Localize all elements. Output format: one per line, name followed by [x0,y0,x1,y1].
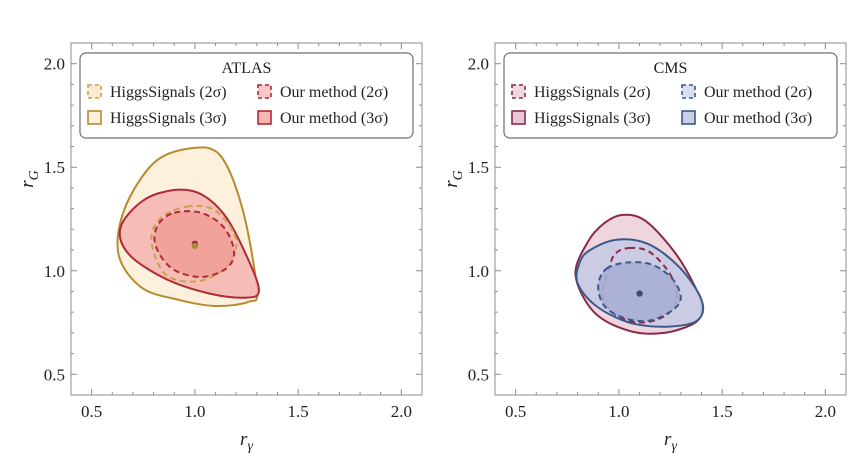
cms-legend-swatch [682,85,695,98]
figure: 0.5 1.0 1.5 2.0 0.5 1.0 1.5 2.0 rγ rG ATLAS HiggsSi… [0,0,864,472]
cms-legend-swatch [512,85,525,98]
atlas-x-tick-label: 1.0 [184,402,205,421]
atlas-legend-title: ATLAS [222,60,272,77]
atlas-best-fit-point [192,243,198,249]
atlas-legend: ATLAS HiggsSignals (2σ) Our method (2σ) Hig… [80,53,413,138]
cms-y-tick-label: 1.5 [468,158,489,177]
cms-legend-swatch [512,111,525,124]
atlas-legend-label: Our method (3σ) [280,110,388,127]
cms-contours [575,215,703,334]
atlas-contours [117,147,259,306]
cms-x-tick-label: 2.0 [815,402,836,421]
cms-legend-label: HiggsSignals (2σ) [534,84,651,101]
atlas-legend-swatch [88,85,101,98]
atlas-x-axis-label: rγ [240,429,253,454]
cms-x-tick-label: 0.5 [505,402,526,421]
atlas-legend-swatch [258,85,271,98]
cms-legend-title: CMS [654,60,688,77]
cms-legend-label: Our method (2σ) [704,84,812,101]
atlas-y-tick-label: 1.5 [44,158,65,177]
atlas-panel: 0.5 1.0 1.5 2.0 0.5 1.0 1.5 2.0 rγ rG ATLAS HiggsSi… [17,43,422,454]
cms-best-fit-point [636,290,642,296]
cms-x-tick-label: 1.5 [711,402,732,421]
atlas-y-tick-label: 0.5 [44,365,65,384]
atlas-legend-swatch [88,111,101,124]
atlas-legend-swatch [258,111,271,124]
atlas-y-tick-label: 1.0 [44,262,65,281]
atlas-y-tick-label: 2.0 [44,55,65,74]
cms-x-axis-label: rγ [664,429,677,454]
atlas-legend-label: Our method (2σ) [280,84,388,101]
cms-x-tick-label: 1.0 [608,402,629,421]
cms-legend-label: Our method (3σ) [704,110,812,127]
atlas-x-tick-label: 2.0 [391,402,412,421]
atlas-y-axis-label: rG [17,170,42,188]
cms-legend-label: HiggsSignals (3σ) [534,110,651,127]
atlas-x-tick-label: 0.5 [81,402,102,421]
atlas-legend-label: HiggsSignals (2σ) [110,84,227,101]
cms-y-axis-label: rG [441,170,466,188]
atlas-x-tick-label: 1.5 [287,402,308,421]
cms-y-tick-label: 0.5 [468,365,489,384]
cms-y-tick-label: 2.0 [468,55,489,74]
cms-y-tick-label: 1.0 [468,262,489,281]
cms-legend-swatch [682,111,695,124]
atlas-legend-label: HiggsSignals (3σ) [110,110,227,127]
cms-panel: 0.5 1.0 1.5 2.00.51.01.52.0rγrGCMSHiggsSign… [441,43,846,454]
